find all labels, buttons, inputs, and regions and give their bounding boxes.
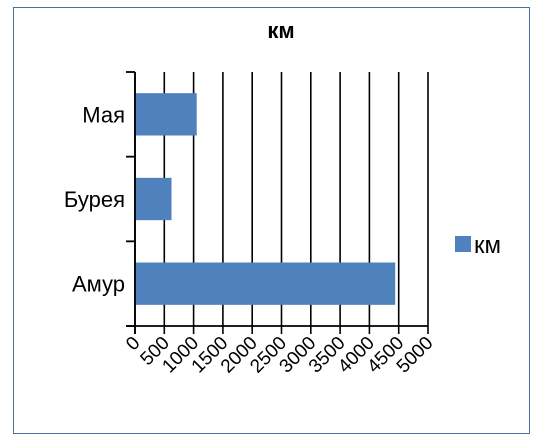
- chart-title: км: [267, 18, 294, 43]
- chart-frame: [13, 7, 530, 434]
- bar-0: [135, 262, 396, 305]
- category-label: Амур: [72, 272, 125, 297]
- category-label: Бурея: [64, 187, 125, 212]
- bar-2: [135, 93, 197, 136]
- bars: [135, 93, 396, 305]
- legend-label: км: [474, 232, 501, 259]
- bar-1: [135, 177, 172, 221]
- category-labels: Амур Бурея Мая: [64, 102, 125, 296]
- legend: км: [455, 232, 501, 259]
- category-label: Мая: [82, 102, 125, 127]
- axes: [126, 71, 429, 334]
- legend-swatch: [455, 236, 471, 252]
